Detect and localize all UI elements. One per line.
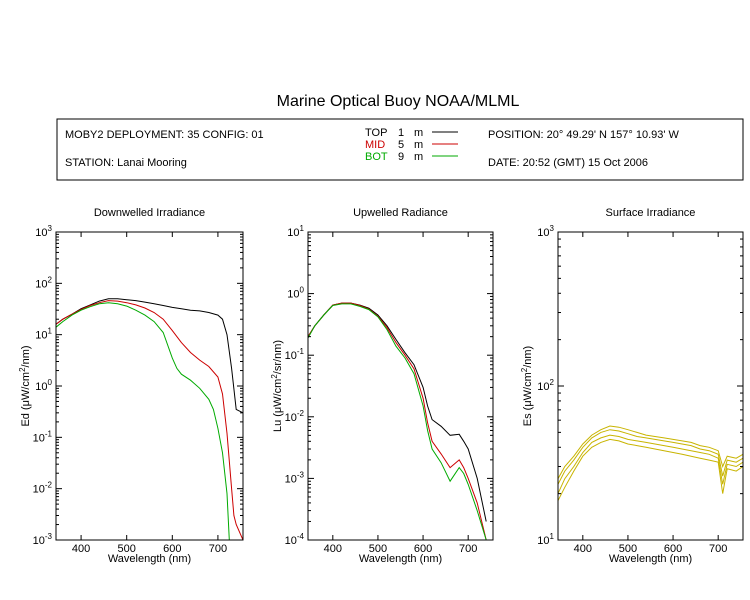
panel-upwelled-radiance: Upwelled Radiance 400 500 600 700 10-4 10-3 10-… (270, 207, 494, 565)
y-tick-label: 102 (35, 275, 52, 290)
legend-depth: 9 (398, 151, 404, 163)
y-tick-label: 103 (35, 224, 52, 239)
x-tick-label: 400 (324, 543, 342, 555)
legend-entry-bot: BOT 9 m (365, 151, 458, 163)
series-line-bot (308, 303, 487, 540)
info-box (56, 118, 744, 181)
legend-name: TOP (365, 127, 387, 139)
y-tick-label: 101 (287, 224, 304, 239)
panel-title: Downwelled Irradiance (94, 207, 205, 219)
x-tick-label: 700 (459, 543, 477, 555)
y-tick-label: 103 (537, 224, 554, 239)
y-tick-label: 10-3 (33, 532, 53, 547)
x-tick-label: 500 (369, 543, 387, 555)
series-line-top (308, 302, 487, 522)
panel-title: Upwelled Radiance (353, 207, 448, 219)
x-tick-label: 700 (209, 543, 227, 555)
plot-frame (55, 231, 244, 541)
station-text: STATION: Lanai Mooring (65, 157, 187, 169)
legend-depth: 5 (398, 139, 404, 151)
y-tick-label: 101 (537, 532, 554, 547)
legend: TOP 1 m MID 5 m BOT 9 m (365, 127, 458, 163)
panel-title: Surface Irradiance (606, 207, 696, 219)
legend-unit: m (414, 127, 423, 139)
panel-surface-irradiance: Surface Irradiance 400 500 600 700 101 102 103 W… (520, 207, 744, 565)
y-tick-label: 10-1 (285, 347, 305, 362)
legend-unit: m (414, 151, 423, 163)
plot-frame (307, 231, 494, 541)
x-tick-label: 600 (163, 543, 181, 555)
x-axis-label: Wavelength (nm) (609, 553, 692, 565)
x-tick-label: 600 (414, 543, 432, 555)
y-tick-label: 102 (537, 378, 554, 393)
y-tick-label: 10-3 (285, 470, 305, 485)
x-tick-label: 700 (709, 543, 727, 555)
series-line-mid (56, 300, 243, 540)
x-tick-label: 600 (664, 543, 682, 555)
deployment-text: MOBY2 DEPLOYMENT: 35 CONFIG: 01 (65, 129, 264, 141)
y-tick-label: 10-1 (33, 429, 53, 444)
series-line-mid (308, 302, 487, 540)
position-text: POSITION: 20° 49.29' N 157° 10.93' W (488, 129, 680, 141)
series-line-es-3 (558, 434, 743, 494)
y-tick-label: 10-4 (285, 532, 305, 547)
y-tick-label: 101 (35, 327, 52, 342)
legend-name: MID (365, 139, 385, 151)
series-line-es-1 (558, 425, 743, 479)
y-tick-label: 100 (35, 378, 52, 393)
series-line-bot (56, 302, 230, 540)
series-line-es-4 (558, 438, 743, 501)
y-axis-label: Lu (μW/cm2/sr/nm) (270, 340, 284, 432)
x-tick-label: 400 (72, 543, 90, 555)
figure-title: Marine Optical Buoy NOAA/MLML (277, 93, 520, 110)
x-tick-label: 400 (574, 543, 592, 555)
legend-entry-top: TOP 1 m (365, 127, 458, 139)
x-tick-label: 500 (619, 543, 637, 555)
legend-depth: 1 (398, 127, 404, 139)
legend-name: BOT (365, 151, 388, 163)
x-tick-label: 500 (118, 543, 136, 555)
panel-downwelled-irradiance: Downwelled Irradiance 400 500 600 700 10-3 10-… (18, 207, 244, 565)
x-axis-label: Wavelength (nm) (359, 553, 442, 565)
series-line-es-2 (558, 429, 743, 485)
date-text: DATE: 20:52 (GMT) 15 Oct 2006 (488, 157, 648, 169)
x-axis-label: Wavelength (nm) (108, 553, 191, 565)
y-axis-label: Es (μW/cm2/nm) (520, 346, 534, 426)
y-tick-label: 100 (287, 286, 304, 301)
legend-entry-mid: MID 5 m (365, 139, 458, 151)
y-tick-label: 10-2 (33, 481, 53, 496)
plot-frame (557, 231, 744, 541)
y-tick-label: 10-2 (285, 409, 305, 424)
legend-unit: m (414, 139, 423, 151)
series-line-top (56, 298, 243, 414)
y-axis-label: Ed (μW/cm2/nm) (18, 345, 32, 426)
